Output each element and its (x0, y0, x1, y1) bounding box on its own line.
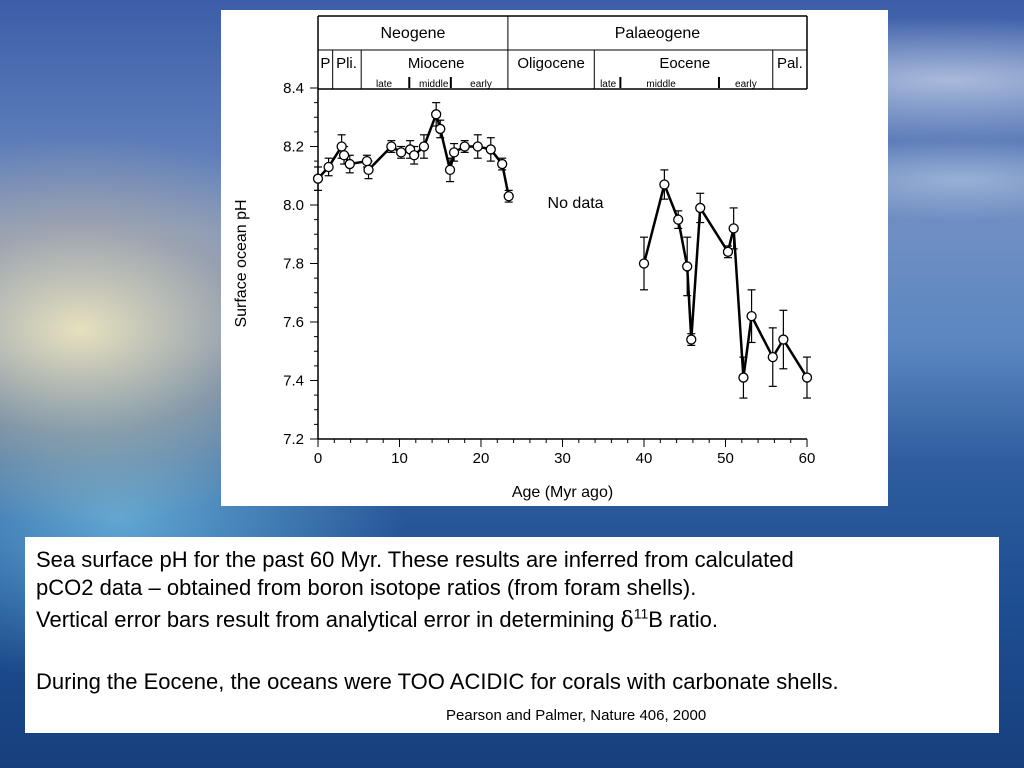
x-tick-label: 40 (636, 450, 653, 467)
data-point (418, 141, 430, 152)
period-label-palaeogene: Palaeogene (615, 25, 701, 42)
y-tick-label: 8.2 (283, 139, 304, 156)
data-point (312, 173, 324, 184)
y-tick-label: 7.2 (283, 431, 304, 448)
y-tick-label: 7.8 (283, 256, 304, 273)
sub-epoch-label: late (600, 79, 617, 90)
chart-panel: Neogene Palaeogene P Pli. Miocene Oligocene Eo… (221, 10, 888, 506)
epoch-label: Eocene (659, 55, 710, 72)
data-point (336, 141, 347, 152)
x-tick-label: 20 (473, 450, 490, 467)
data-point (363, 164, 374, 176)
epoch-label: Pli. (336, 55, 357, 72)
data-point (738, 372, 749, 383)
caption-line-4: During the Eocene, the oceans were TOO A… (36, 669, 839, 694)
caption-line-1: Sea surface pH for the past 60 Myr. Thes… (36, 547, 794, 572)
epoch-label: P (320, 55, 330, 72)
data-point (472, 141, 483, 152)
caption-line-3: Vertical error bars result from analytic… (36, 607, 718, 634)
epoch-label: Pal. (777, 55, 803, 72)
data-point (361, 155, 373, 167)
data-point (431, 109, 442, 120)
superscript-11: 11 (633, 605, 649, 622)
y-tick-label: 8.4 (283, 80, 304, 97)
x-tick-label: 10 (391, 450, 408, 467)
y-tick-label: 7.4 (283, 373, 304, 390)
data-point (767, 351, 778, 363)
caption-line-3-prefix: Vertical error bars result from analytic… (36, 607, 621, 632)
x-axis-label: Age (Myr ago) (512, 484, 613, 501)
data-point (801, 372, 813, 383)
x-tick-label: 60 (799, 450, 816, 467)
data-point (448, 147, 460, 158)
x-tick-label: 30 (554, 450, 571, 467)
data-point (338, 150, 350, 161)
data-point (682, 261, 693, 272)
data-point (485, 144, 496, 155)
x-tick-label: 50 (717, 450, 734, 467)
sub-epoch-label: early (735, 79, 757, 90)
data-point (673, 214, 684, 225)
data-point (728, 223, 739, 234)
data-point (638, 258, 650, 269)
sub-epoch-label: middle (419, 79, 449, 90)
data-point (746, 310, 757, 322)
ph-chart: Neogene Palaeogene P Pli. Miocene Oligocene Eo… (233, 15, 816, 501)
data-point (435, 123, 446, 135)
ph-series-line (642, 180, 809, 379)
y-axis-label: Surface ocean pH (233, 199, 250, 327)
caption-line-2: pCO2 data – obtained from boron isotope … (36, 575, 697, 600)
data-point (659, 179, 670, 190)
data-point (444, 164, 456, 176)
data-point (344, 158, 355, 170)
data-point (323, 161, 334, 173)
sub-epoch-label: late (376, 79, 393, 90)
y-tick-label: 7.6 (283, 314, 304, 331)
sub-epoch-label: early (470, 79, 492, 90)
data-point (722, 246, 734, 257)
epoch-label: Miocene (408, 55, 465, 72)
caption-box: Sea surface pH for the past 60 Myr. Thes… (25, 537, 999, 733)
data-point (497, 158, 508, 170)
data-point (395, 147, 407, 158)
y-tick-label: 8.0 (283, 197, 304, 214)
period-label-neogene: Neogene (380, 25, 445, 42)
sub-epoch-label: middle (646, 79, 676, 90)
delta-symbol: δ (620, 608, 634, 633)
caption-line-3-suffix: B ratio. (648, 607, 718, 632)
data-point (386, 141, 397, 152)
data-point (503, 191, 514, 202)
no-data-annotation: No data (548, 195, 604, 212)
data-point (409, 150, 420, 161)
data-point (695, 202, 706, 214)
x-tick-label: 0 (314, 450, 322, 467)
data-point (459, 141, 470, 152)
data-point (686, 334, 697, 345)
epoch-label: Oligocene (517, 55, 585, 72)
citation: Pearson and Palmer, Nature 406, 2000 (446, 707, 707, 724)
data-point (778, 334, 789, 345)
